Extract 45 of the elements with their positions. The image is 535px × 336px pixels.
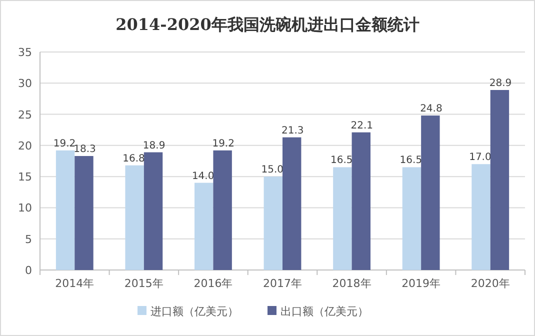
y-tick-label: 20 xyxy=(18,139,32,152)
bar xyxy=(421,116,440,270)
x-tick-label: 2017年 xyxy=(263,277,302,290)
bar xyxy=(144,152,163,270)
data-label: 18.3 xyxy=(74,144,96,156)
y-tick-label: 0 xyxy=(25,264,32,277)
data-label: 16.5 xyxy=(330,155,353,166)
x-tick-label: 2014年 xyxy=(55,277,94,290)
data-label: 19.2 xyxy=(212,138,234,150)
bar xyxy=(74,156,94,270)
data-label: 16.8 xyxy=(122,153,145,164)
y-tick-label: 5 xyxy=(25,232,32,246)
legend-label: 进口额（亿美元） xyxy=(150,305,238,318)
y-tick-label: 35 xyxy=(18,46,32,59)
data-label: 24.8 xyxy=(420,104,442,115)
data-label: 15.0 xyxy=(261,164,284,176)
x-tick-label: 2018年 xyxy=(332,277,372,290)
x-tick-label: 2015年 xyxy=(124,277,164,290)
x-tick-label: 2020年 xyxy=(470,277,510,290)
bar xyxy=(352,132,370,270)
bar xyxy=(333,167,352,270)
data-label: 21.3 xyxy=(282,125,304,136)
bar xyxy=(264,176,282,270)
bar xyxy=(472,164,490,270)
bar xyxy=(125,165,144,270)
y-tick-label: 10 xyxy=(18,202,32,215)
bar xyxy=(213,150,232,270)
data-label: 19.2 xyxy=(53,138,76,150)
y-tick-label: 25 xyxy=(18,108,32,122)
data-label: 18.9 xyxy=(142,140,166,152)
bar xyxy=(56,150,75,270)
y-tick-label: 30 xyxy=(18,77,32,90)
x-tick-label: 2019年 xyxy=(402,277,441,290)
data-label: 28.9 xyxy=(489,78,512,89)
bar xyxy=(194,182,214,270)
legend-label: 出口额（亿美元） xyxy=(280,305,368,318)
bar xyxy=(402,167,422,270)
x-tick-label: 2016年 xyxy=(194,277,233,290)
data-label: 14.0 xyxy=(192,170,214,182)
bar xyxy=(490,90,510,270)
data-label: 22.1 xyxy=(350,120,374,132)
data-label: 17.0 xyxy=(469,152,492,164)
chart-title: 2014-2020年我国洗碗机进出口金额统计 xyxy=(116,15,420,34)
bar xyxy=(282,137,302,270)
y-tick-label: 15 xyxy=(18,170,32,184)
